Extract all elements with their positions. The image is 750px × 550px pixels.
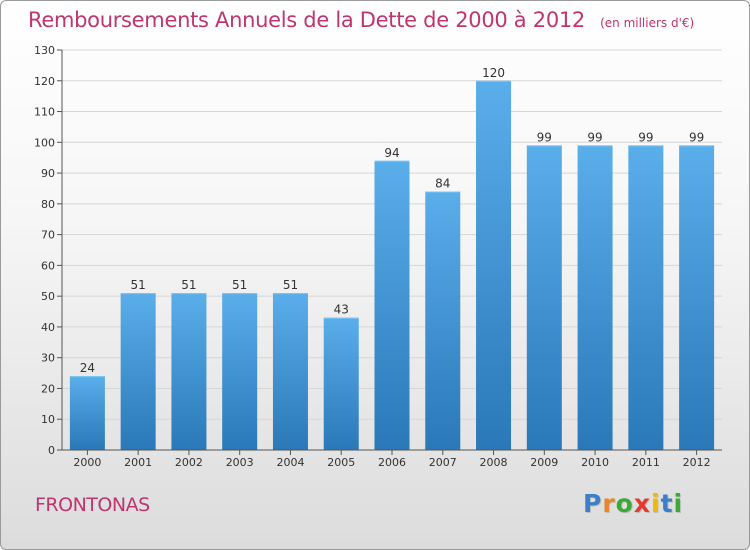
bar <box>628 145 664 450</box>
bar <box>425 191 461 451</box>
data-label: 120 <box>482 66 505 80</box>
logo-letter: P <box>583 489 603 518</box>
bar <box>476 80 512 451</box>
data-label: 94 <box>384 146 399 160</box>
y-tick-label: 100 <box>34 136 55 149</box>
data-label: 43 <box>334 303 349 317</box>
x-tick-label: 2010 <box>581 456 609 469</box>
y-tick-label: 80 <box>41 198 55 211</box>
y-tick-label: 10 <box>41 413 55 426</box>
bar <box>526 145 562 450</box>
y-tick-label: 40 <box>41 321 55 334</box>
labels: 0 10 20 30 40 50 60 70 80 90 100 110 120 130 24 2000 51 2… <box>34 44 711 469</box>
x-tick-label: 2005 <box>327 456 355 469</box>
x-tick-label: 2002 <box>175 456 203 469</box>
y-tick-label: 130 <box>34 44 55 57</box>
logo-letter: x <box>633 489 651 518</box>
bar <box>577 145 613 450</box>
x-tick-label: 2008 <box>480 456 508 469</box>
logo-letter: i <box>673 489 684 518</box>
data-label: 84 <box>435 177 450 191</box>
x-tick-label: 2012 <box>683 456 711 469</box>
data-label: 51 <box>283 278 298 292</box>
data-label: 99 <box>638 130 653 144</box>
chart-title: Remboursements Annuels de la Dette de 20… <box>28 8 694 32</box>
data-label: 99 <box>587 130 602 144</box>
data-label: 99 <box>689 130 704 144</box>
bar <box>272 293 308 450</box>
bar <box>374 160 410 450</box>
logo-letter: o <box>615 489 634 518</box>
x-tick-label: 2011 <box>632 456 660 469</box>
y-tick-label: 0 <box>48 444 55 457</box>
y-tick-label: 70 <box>41 229 55 242</box>
x-tick-label: 2000 <box>73 456 101 469</box>
bar <box>679 145 715 450</box>
x-tick-label: 2004 <box>276 456 304 469</box>
logo-letter: r <box>602 489 616 518</box>
y-tick-label: 30 <box>41 352 55 365</box>
y-tick-label: 20 <box>41 382 55 395</box>
bar <box>323 317 359 450</box>
proxiti-logo: Proxiti <box>583 489 683 518</box>
data-label: 24 <box>80 361 95 375</box>
bar <box>171 293 207 450</box>
chart-unit-text: (en milliers d'€) <box>600 16 695 30</box>
data-label: 51 <box>232 278 247 292</box>
x-tick-label: 2009 <box>530 456 558 469</box>
bar <box>222 293 258 450</box>
y-tick-label: 60 <box>41 259 55 272</box>
data-label: 99 <box>537 130 552 144</box>
bar <box>120 293 156 450</box>
bars <box>69 80 715 451</box>
x-tick-label: 2006 <box>378 456 406 469</box>
x-tick-label: 2003 <box>226 456 254 469</box>
bar <box>69 376 105 450</box>
data-label: 51 <box>181 278 196 292</box>
axes <box>57 49 722 455</box>
logo-letter: t <box>660 489 674 518</box>
x-tick-label: 2007 <box>429 456 457 469</box>
y-tick-label: 120 <box>34 75 55 88</box>
data-label: 51 <box>131 278 146 292</box>
y-tick-label: 90 <box>41 167 55 180</box>
y-tick-label: 50 <box>41 290 55 303</box>
y-tick-label: 110 <box>34 106 55 119</box>
logo-letter: i <box>651 489 661 518</box>
place-name: FRONTONAS <box>35 494 150 516</box>
chart-title-text: Remboursements Annuels de la Dette de 20… <box>28 8 585 32</box>
x-tick-label: 2001 <box>124 456 152 469</box>
